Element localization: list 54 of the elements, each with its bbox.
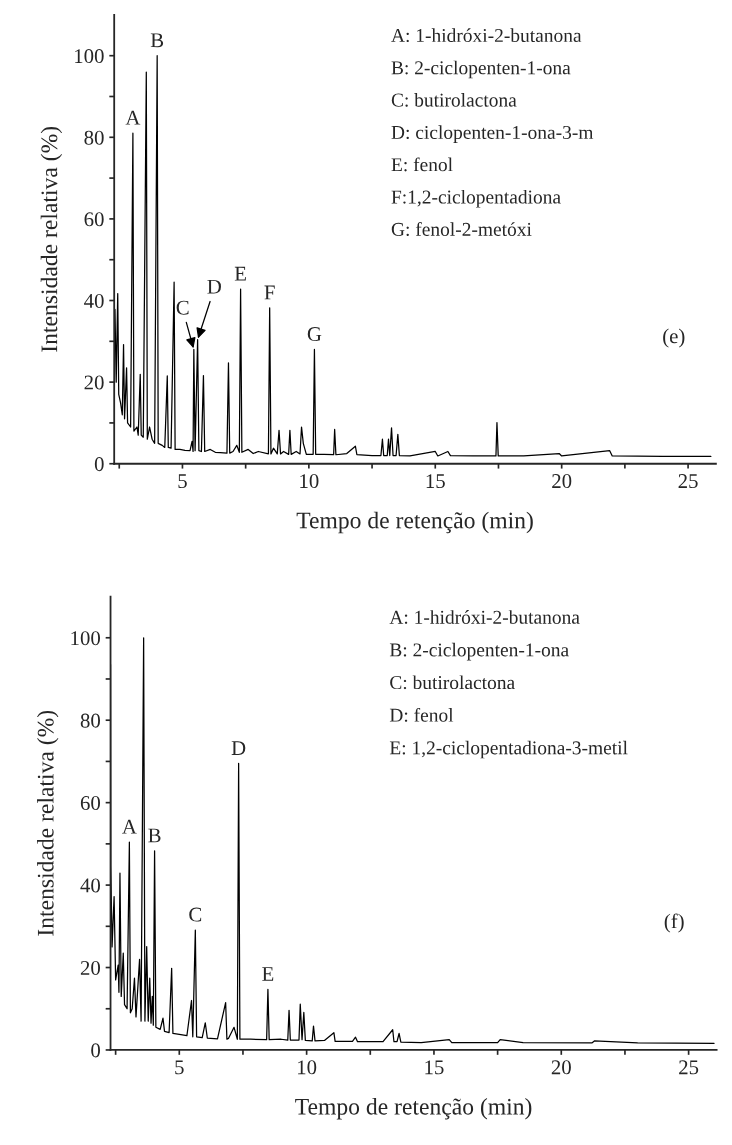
annotation: F:1,2-ciclopentadiona (391, 189, 561, 208)
y-tick-label: 60 (84, 212, 104, 227)
annotation: D: fenol (389, 707, 454, 722)
y-tick-label: 40 (84, 293, 104, 308)
annotation: E: 1,2-ciclopentadiona-3-metil (389, 740, 628, 759)
x-axis-title: Tempo de retenção (min) (295, 1098, 532, 1120)
y-axis-title: Intensidade relativa (%) (40, 126, 63, 352)
x-tick-label: 5 (178, 474, 187, 489)
y-tick-label: 100 (75, 49, 104, 64)
annotation: E (262, 967, 274, 981)
y-tick-label: 60 (80, 796, 101, 811)
annotation: D (231, 741, 246, 755)
y-tick-label: 100 (71, 631, 101, 646)
annotation: C: butirolactona (390, 675, 515, 690)
annotation: C (189, 907, 202, 922)
y-tick-label: 20 (84, 375, 104, 390)
x-tick-label: 25 (678, 474, 698, 489)
annotation: B: 2-ciclopenten-1-ona (389, 642, 569, 661)
line-series (114, 55, 712, 458)
x-axis-title: Tempo de retenção (min) (296, 511, 533, 534)
annotation: B (150, 33, 164, 48)
annotation: E (234, 266, 246, 281)
annotation: B: 2-ciclopenten-1-ona (391, 60, 571, 79)
x-tick-label: 10 (298, 1060, 317, 1075)
y-tick-label: 20 (80, 960, 101, 975)
y-tick-label: 40 (80, 878, 101, 893)
x-tick-label: 15 (425, 1060, 444, 1075)
x-tick-label: 20 (552, 474, 572, 489)
annotation: A: 1-hidróxi-2-butanona (391, 28, 582, 43)
annotation: G (307, 327, 322, 342)
annotation: G: fenol-2-metóxi (391, 222, 532, 237)
x-tick-label: 5 (175, 1060, 184, 1075)
y-tick-label: 80 (80, 713, 101, 728)
annotation: D: ciclopenten-1-ona-3-m (391, 125, 594, 143)
x-tick-label: 20 (551, 1060, 571, 1075)
annotation: A: 1-hidróxi-2-butanona (389, 610, 580, 624)
text: (e) (663, 328, 685, 348)
x-tick-label: 15 (426, 474, 445, 489)
annotation: C: butirolactona (391, 92, 517, 107)
annotation: A (122, 819, 137, 834)
x-tick-label: 25 (679, 1060, 699, 1075)
annotation: C (176, 300, 189, 315)
x-tick-label: 10 (300, 474, 319, 489)
text: (f) (664, 913, 684, 933)
annotation: B (148, 828, 161, 843)
annotation: D (207, 279, 221, 294)
y-tick-label: 0 (94, 457, 104, 472)
line-series (110, 637, 715, 1044)
y-axis-title: Intensidade relativa (%) (37, 710, 59, 936)
annotation: F (264, 285, 275, 300)
annotation: A (125, 110, 141, 125)
y-tick-label: 80 (84, 130, 104, 145)
annotation: E: fenol (391, 157, 453, 172)
y-tick-label: 0 (91, 1043, 101, 1058)
